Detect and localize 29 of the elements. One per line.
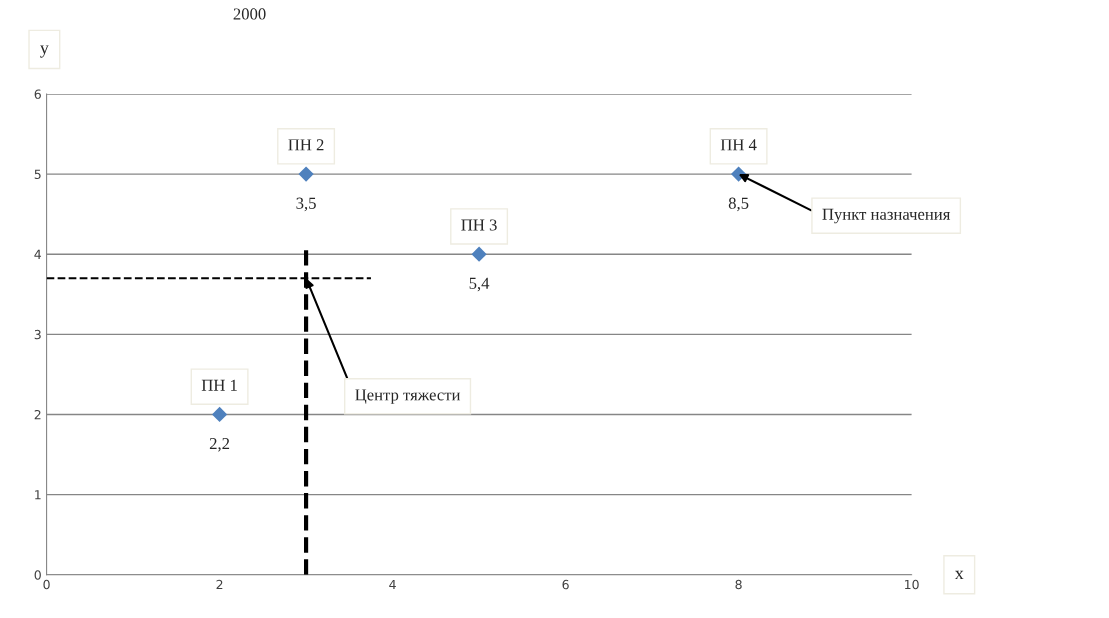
point [211,406,228,423]
annotation: 3,5 [296,197,316,212]
annotation: 8,5 [728,197,749,212]
annotation: ПН 1 [201,379,237,391]
y-tick-label: 2 [34,409,41,420]
annotation: Пункт назначения [822,208,951,224]
y-tick-label: 5 [34,169,41,179]
chart-title: 2000 [233,8,266,20]
y-tick-label: 4 [34,249,42,259]
x-tick-label: 2 [216,579,223,590]
x-axis-title: x [954,570,964,580]
point [298,166,314,182]
point [471,246,487,262]
annotation: ПН 4 [720,139,757,151]
x-tick-label: 0 [43,579,50,590]
x-tick-label: 8 [735,579,742,590]
annotation: ПН 2 [288,139,324,151]
x-tick-label: 4 [389,579,396,590]
annotation: 5,4 [469,277,490,292]
x-tick-label: 10 [905,579,919,590]
y-axis-title: y [40,45,49,58]
y-tick-label: 6 [34,89,41,99]
annotation: 2,2 [209,438,230,452]
y-tick-label: 0 [34,570,41,580]
annotation: Центр тяжести [355,389,461,404]
y-tick-label: 1 [35,490,41,500]
y-tick-label: 3 [34,329,41,340]
x-tick-label: 6 [562,579,569,590]
annotation: ПН 3 [461,219,497,231]
